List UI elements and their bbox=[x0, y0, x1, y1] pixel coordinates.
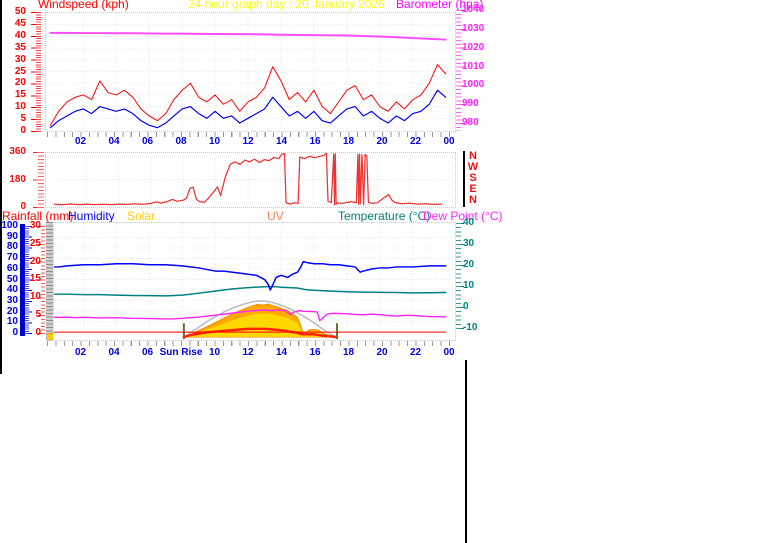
humidity-axis-bar bbox=[20, 224, 25, 336]
axis-tick-label: 10 bbox=[6, 316, 18, 328]
axis-tick-label: 1030 bbox=[462, 22, 485, 34]
axis-tick-label: 10 bbox=[208, 347, 221, 358]
axis-tick-label: 20 bbox=[14, 77, 26, 89]
axis-tick-label: 06 bbox=[141, 136, 154, 147]
axis-tick-label: 180 bbox=[9, 173, 26, 185]
axis-tick-label: 1000 bbox=[462, 79, 485, 91]
axis-tick-label: 22 bbox=[409, 136, 422, 147]
legend-temperature: Temperature (°C) bbox=[338, 209, 431, 223]
temperature-axis-minor-ticks bbox=[456, 223, 461, 330]
windspeed-barometer-chart bbox=[45, 12, 456, 132]
axis-tick-label: 80 bbox=[6, 241, 18, 253]
axis-tick-label: 40 bbox=[6, 284, 18, 296]
axis-tick-label: 14 bbox=[275, 347, 288, 358]
barometer-axis-minor-ticks bbox=[456, 10, 461, 131]
windspeed-axis-title: Windspeed (kph) bbox=[38, 0, 129, 11]
axis-tick-label: 20 bbox=[376, 136, 388, 147]
axis-tick-label: Sun Rise bbox=[159, 347, 203, 358]
axis-tick-label: 50 bbox=[6, 273, 18, 285]
graph-title: 24 hour graph day : 20 January 2026 bbox=[188, 0, 385, 11]
axis-tick-label: 0 bbox=[12, 327, 18, 338]
compass-letter: S bbox=[469, 172, 477, 184]
legend-uv: UV bbox=[267, 209, 284, 223]
axis-tick-label: 40 bbox=[14, 29, 26, 41]
axis-tick-label: 10 bbox=[463, 280, 475, 291]
legend-solar: Solar bbox=[127, 209, 156, 223]
axis-tick-label: 04 bbox=[108, 136, 120, 147]
top-x-axis-ticks bbox=[47, 132, 450, 137]
solar-axis-bar bbox=[46, 222, 53, 341]
axis-tick-label: 02 bbox=[74, 347, 87, 358]
window-divider-line bbox=[465, 360, 467, 543]
axis-tick-label: 10 bbox=[208, 136, 221, 147]
legend-humidity: Humidity bbox=[68, 209, 115, 223]
axis-tick-label: 10 bbox=[14, 101, 26, 113]
barometer-axis-title: Barometer (hpa) bbox=[396, 0, 484, 11]
windspeed-axis-minor-ticks bbox=[36, 12, 41, 132]
compass-letter: N bbox=[469, 194, 477, 206]
axis-tick-label: 360 bbox=[9, 146, 26, 157]
axis-tick-label: 16 bbox=[309, 347, 321, 358]
axis-tick-label: 18 bbox=[342, 347, 355, 358]
humidity-axis-minor-ticks bbox=[25, 226, 29, 334]
axis-tick-label: 18 bbox=[342, 136, 355, 147]
axis-tick-label: 60 bbox=[6, 262, 18, 274]
compass-letter: E bbox=[469, 183, 477, 195]
axis-tick-label: 00 bbox=[443, 347, 455, 358]
axis-tick-label: 08 bbox=[175, 136, 187, 147]
window-left-border-line bbox=[0, 0, 2, 374]
axis-tick-label: 90 bbox=[6, 230, 18, 242]
direction-axis-minor-ticks bbox=[38, 152, 44, 208]
axis-tick-label: 16 bbox=[309, 136, 321, 147]
humidity-solar-temperature-chart bbox=[53, 222, 456, 341]
axis-tick-label: 20 bbox=[6, 305, 18, 317]
rainfall-axis-minor-ticks bbox=[41, 226, 45, 334]
axis-tick-label: 1020 bbox=[462, 41, 485, 53]
axis-tick-label: 22 bbox=[409, 347, 422, 358]
axis-tick-label: 30 bbox=[14, 53, 26, 65]
legend-dew-point: Dew Point (°C) bbox=[423, 209, 503, 223]
compass-letter: W bbox=[467, 161, 479, 173]
axis-tick-label: 00 bbox=[443, 136, 455, 147]
axis-tick-label: 50 bbox=[14, 6, 26, 17]
bottom-x-axis-ticks bbox=[47, 341, 450, 346]
axis-tick-label: 14 bbox=[275, 136, 288, 147]
axis-tick-label: 12 bbox=[242, 347, 254, 358]
axis-tick-label: 20 bbox=[463, 259, 475, 270]
axis-tick-label: 45 bbox=[14, 17, 26, 29]
legend-rainfall: Rainfall (mm) bbox=[2, 209, 74, 223]
axis-tick-label: 06 bbox=[141, 347, 154, 358]
axis-tick-label: 12 bbox=[242, 136, 254, 147]
compass-divider-line bbox=[463, 151, 465, 207]
axis-tick-label: 02 bbox=[74, 136, 87, 147]
compass-letter: N bbox=[469, 150, 477, 162]
axis-tick-label: 04 bbox=[108, 347, 120, 358]
axis-tick-label: 25 bbox=[14, 65, 26, 77]
axis-tick-label: 35 bbox=[14, 41, 26, 53]
axis-tick-label: -10 bbox=[463, 322, 478, 333]
axis-tick-label: 20 bbox=[376, 347, 388, 358]
axis-tick-label: 5 bbox=[20, 113, 26, 125]
axis-tick-label: 1010 bbox=[462, 60, 485, 72]
axis-tick-label: 70 bbox=[6, 252, 18, 264]
axis-tick-label: 30 bbox=[463, 238, 475, 249]
wind-direction-chart bbox=[45, 152, 456, 208]
axis-tick-label: 0 bbox=[20, 125, 26, 136]
axis-tick-label: 15 bbox=[14, 89, 26, 101]
axis-tick-label: 30 bbox=[6, 294, 18, 306]
